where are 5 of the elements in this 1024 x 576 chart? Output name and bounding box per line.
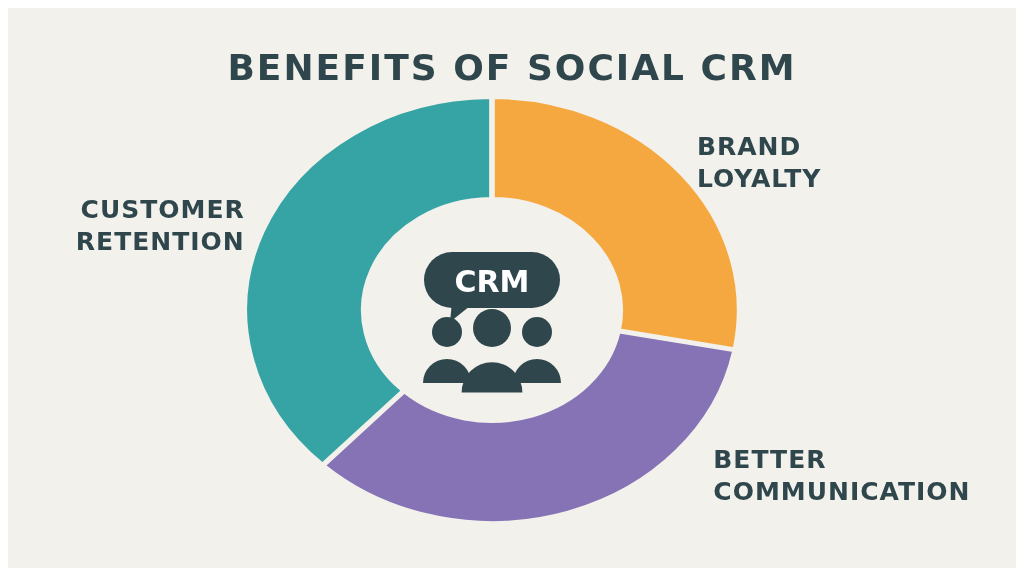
slice-label: BETTER COMMUNICATION <box>713 445 971 507</box>
slice-label: BRAND LOYALTY <box>696 132 822 194</box>
chart-title: BENEFITS OF SOCIAL CRM <box>227 47 797 88</box>
text: CRM <box>454 264 530 299</box>
slice-label: CUSTOMER RETENTION <box>75 194 245 256</box>
